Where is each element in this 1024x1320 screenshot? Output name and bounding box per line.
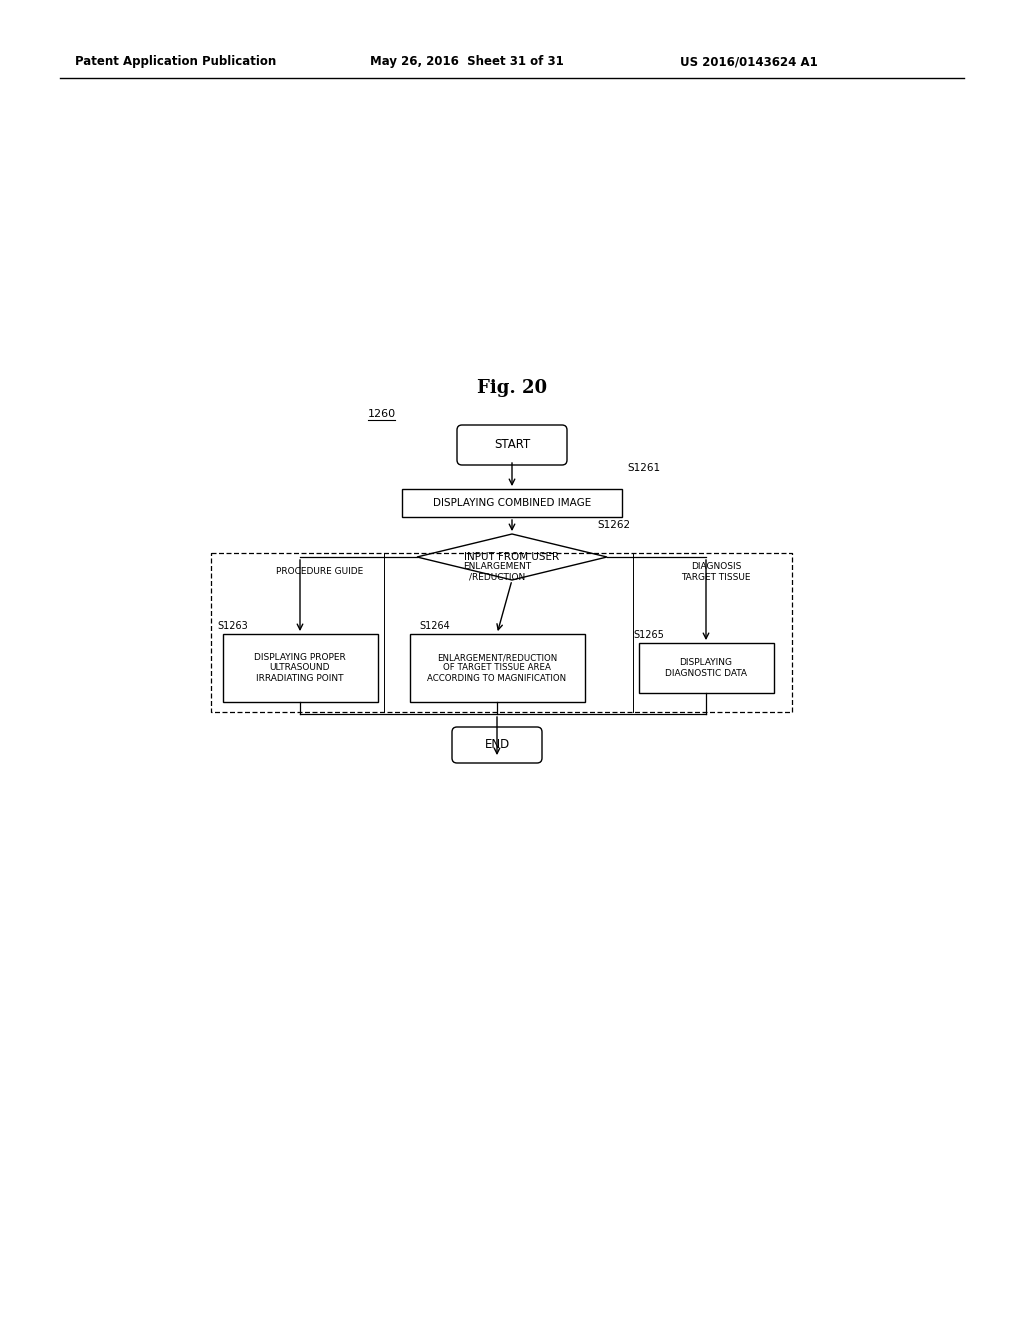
Text: ENLARGEMENT
/REDUCTION: ENLARGEMENT /REDUCTION	[463, 562, 531, 582]
Text: DISPLAYING
DIAGNOSTIC DATA: DISPLAYING DIAGNOSTIC DATA	[665, 659, 746, 677]
Text: PROCEDURE GUIDE: PROCEDURE GUIDE	[276, 568, 364, 577]
FancyBboxPatch shape	[457, 425, 567, 465]
Bar	[410, 634, 585, 702]
Text: ENLARGEMENT/REDUCTION
OF TARGET TISSUE AREA
ACCORDING TO MAGNIFICATION: ENLARGEMENT/REDUCTION OF TARGET TISSUE A…	[427, 653, 566, 682]
FancyBboxPatch shape	[452, 727, 542, 763]
Text: DISPLAYING COMBINED IMAGE: DISPLAYING COMBINED IMAGE	[433, 498, 591, 508]
Text: S1262: S1262	[597, 520, 630, 531]
Text: DISPLAYING PROPER
ULTRASOUND
IRRADIATING POINT: DISPLAYING PROPER ULTRASOUND IRRADIATING…	[254, 653, 346, 682]
Text: Patent Application Publication: Patent Application Publication	[75, 55, 276, 69]
Text: US 2016/0143624 A1: US 2016/0143624 A1	[680, 55, 818, 69]
Text: INPUT FROM USER: INPUT FROM USER	[465, 552, 559, 562]
Text: 1260: 1260	[368, 409, 396, 418]
Bar	[402, 488, 622, 517]
Text: S1263: S1263	[217, 620, 248, 631]
Text: START: START	[494, 438, 530, 451]
Text: DIAGNOSIS
TARGET TISSUE: DIAGNOSIS TARGET TISSUE	[681, 562, 751, 582]
Text: S1261: S1261	[627, 463, 660, 473]
Text: END: END	[484, 738, 510, 751]
Bar	[639, 643, 773, 693]
Text: S1264: S1264	[420, 620, 451, 631]
Polygon shape	[417, 535, 607, 579]
Text: May 26, 2016  Sheet 31 of 31: May 26, 2016 Sheet 31 of 31	[370, 55, 564, 69]
Bar	[222, 634, 378, 702]
Text: Fig. 20: Fig. 20	[477, 379, 547, 397]
Text: S1265: S1265	[634, 630, 665, 640]
